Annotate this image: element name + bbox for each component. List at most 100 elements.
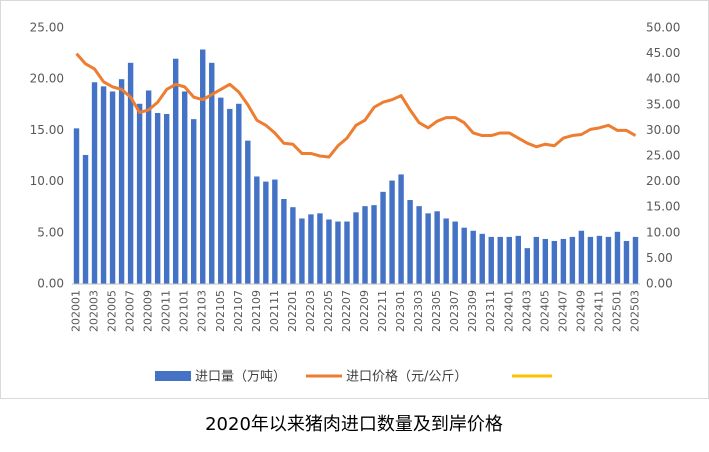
bar (163, 114, 170, 285)
bar (191, 119, 197, 284)
y2-tick-label: 5.00 (646, 251, 673, 265)
x-tick-label: 202103 (196, 290, 209, 332)
bar (73, 128, 80, 284)
bar (254, 176, 260, 284)
bar (353, 212, 359, 284)
x-tick-label: 202411 (592, 290, 605, 332)
bar (236, 103, 242, 284)
legend-swatch (155, 371, 191, 381)
bar (515, 235, 521, 284)
y2-tick-label: 15.00 (646, 200, 680, 214)
x-tick-label: 202111 (268, 290, 281, 332)
y2-tick-label: 50.00 (646, 21, 680, 35)
y-tick-label: 10.00 (30, 174, 64, 188)
bar (389, 180, 395, 284)
x-tick-label: 202401 (502, 290, 515, 332)
bar (542, 238, 549, 284)
x-tick-label: 202003 (88, 290, 101, 332)
x-tick-label: 202409 (574, 290, 587, 332)
bar (308, 214, 314, 284)
x-tick-label: 202301 (394, 290, 407, 332)
bar (506, 236, 512, 284)
bar (533, 236, 540, 284)
x-tick-label: 202007 (124, 290, 137, 332)
bar (461, 227, 467, 284)
bar (91, 82, 98, 284)
bar (452, 221, 458, 284)
bar (154, 112, 161, 284)
x-tick-label: 202009 (142, 290, 155, 332)
bar (371, 205, 377, 284)
x-tick-label: 202211 (376, 290, 389, 332)
chart-border (0, 0, 709, 399)
bar (109, 91, 116, 284)
y-tick-label: 20.00 (30, 72, 64, 86)
bar (181, 91, 188, 284)
x-tick-label: 202403 (520, 290, 533, 332)
x-tick-label: 202101 (178, 290, 191, 332)
x-tick-label: 202203 (304, 290, 317, 332)
bar (227, 108, 233, 284)
bar (335, 221, 341, 284)
x-tick-label: 202005 (106, 290, 119, 332)
legend-label: 进口价格（元/公斤） (346, 369, 467, 385)
line (75, 52, 637, 159)
bar (497, 236, 503, 284)
y2-tick-label: 40.00 (646, 72, 680, 86)
bar (200, 49, 206, 285)
bar (560, 238, 567, 284)
bar (317, 213, 323, 284)
y2-tick-label: 10.00 (646, 225, 680, 239)
bar (172, 58, 179, 284)
x-tick-label: 202309 (466, 290, 479, 332)
bar (434, 211, 440, 284)
bar (443, 218, 449, 284)
y2-tick-label: 25.00 (646, 149, 680, 163)
x-tick-label: 202207 (340, 290, 353, 332)
bar (209, 62, 215, 285)
bar (263, 181, 269, 284)
bar (614, 231, 621, 284)
x-tick-label: 202303 (412, 290, 425, 332)
y2-tick-label: 0.00 (646, 277, 673, 291)
bar (299, 218, 305, 284)
bar (569, 236, 576, 284)
bar (344, 221, 350, 284)
bar (524, 248, 531, 284)
bar (605, 236, 612, 284)
y2-tick-label: 20.00 (646, 174, 680, 188)
bar (416, 206, 422, 284)
bar (218, 97, 224, 284)
bar (398, 174, 404, 284)
bar (290, 207, 296, 284)
y-tick-label: 15.00 (30, 123, 64, 137)
x-tick-label: 202107 (232, 290, 245, 332)
bar (407, 200, 413, 284)
chart-title: 2020年以来猪肉进口数量及到岸价格 (205, 414, 503, 435)
y-tick-label: 0.00 (37, 277, 64, 291)
bar (632, 236, 639, 284)
x-tick-label: 202205 (322, 290, 335, 332)
y-tick-label: 5.00 (37, 225, 64, 239)
bar (326, 219, 332, 284)
bar (362, 206, 368, 284)
x-tick-label: 202201 (286, 290, 299, 332)
bar (245, 140, 251, 284)
bar (551, 240, 558, 284)
x-tick-label: 202503 (628, 290, 641, 332)
bar (470, 230, 476, 284)
x-tick-label: 202405 (538, 290, 551, 332)
bar (587, 236, 594, 284)
x-tick-label: 202011 (160, 290, 173, 332)
y2-tick-label: 45.00 (646, 46, 680, 60)
bar (100, 86, 107, 284)
bar (479, 233, 485, 284)
x-tick-label: 202407 (556, 290, 569, 332)
bar (82, 154, 89, 284)
bar (272, 179, 278, 284)
y2-tick-label: 30.00 (646, 123, 680, 137)
bar (488, 236, 494, 284)
bar (127, 62, 134, 285)
bar (578, 230, 585, 284)
